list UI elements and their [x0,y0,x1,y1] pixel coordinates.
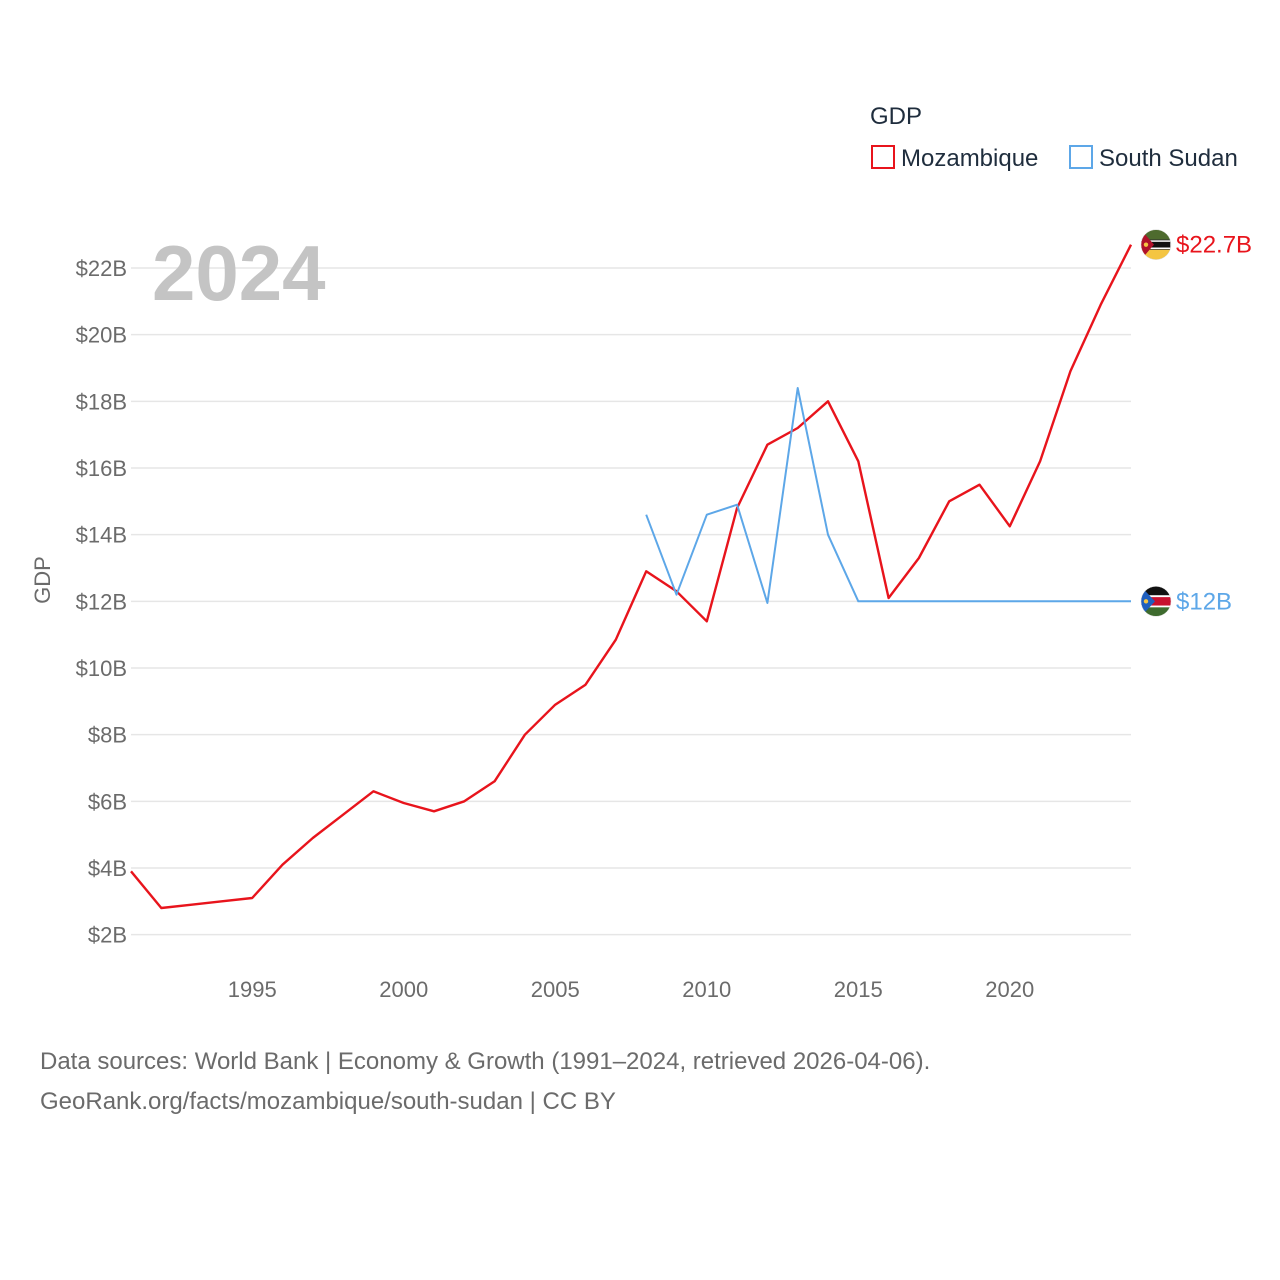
data-point-south-sudan[interactable] [734,502,740,508]
data-point-mozambique[interactable] [552,702,558,708]
y-tick-label: $14B [76,523,127,548]
legend-swatch-south-sudan [1069,145,1093,169]
data-point-mozambique[interactable] [855,458,861,464]
y-tick-label: $8B [88,723,127,748]
data-point-mozambique[interactable] [1098,302,1104,308]
legend-swatch-mozambique [871,145,895,169]
x-tick-label: 2015 [834,977,883,1002]
data-point-south-sudan[interactable] [1098,598,1104,604]
data-point-south-sudan[interactable] [1067,598,1073,604]
y-axis-label: GDP [30,556,55,604]
legend-label-south-sudan: South Sudan [1099,145,1238,172]
data-point-south-sudan[interactable] [916,598,922,604]
data-point-mozambique[interactable] [1007,523,1013,529]
end-value-label-south-sudan: $12B [1176,588,1232,615]
legend-title: GDP [870,103,922,130]
y-tick-label: $4B [88,856,127,881]
y-tick-label: $16B [76,456,127,481]
data-point-south-sudan[interactable] [704,512,710,518]
data-point-mozambique[interactable] [158,905,164,911]
series-line-south-sudan[interactable] [645,387,1131,604]
data-source-footer: Data sources: World Bank | Economy & Gro… [40,1042,930,1122]
data-point-mozambique[interactable] [825,398,831,404]
data-point-mozambique[interactable] [189,902,195,908]
data-point-mozambique[interactable] [128,868,134,874]
series-lines [128,242,1134,911]
mozambique-flag-icon [1140,229,1172,260]
x-tick-label: 2010 [682,977,731,1002]
data-point-south-sudan[interactable] [886,598,892,604]
x-tick-label: 2000 [379,977,428,1002]
x-tick-label: 2005 [531,977,580,1002]
data-point-south-sudan[interactable] [1037,598,1043,604]
data-point-mozambique[interactable] [219,898,225,904]
y-tick-label: $20B [76,323,127,348]
data-point-mozambique[interactable] [1128,242,1134,248]
data-point-mozambique[interactable] [1037,458,1043,464]
y-tick-label: $2B [88,923,127,948]
data-point-south-sudan[interactable] [673,592,679,598]
y-axis-ticks: $2B $4B $6B $8B $10B $12B $14B $16B $18B $20B $22B [76,256,127,948]
x-tick-label: 2020 [985,977,1034,1002]
y-tick-label: $6B [88,789,127,814]
data-point-mozambique[interactable] [492,778,498,784]
data-point-mozambique[interactable] [249,895,255,901]
year-label: 2024 [152,229,326,317]
data-point-mozambique[interactable] [613,637,619,643]
data-point-mozambique[interactable] [764,442,770,448]
data-point-mozambique[interactable] [280,862,286,868]
data-point-south-sudan[interactable] [643,512,649,518]
data-point-mozambique[interactable] [583,682,589,688]
gridlines [131,267,1131,936]
data-point-south-sudan[interactable] [855,598,861,604]
x-axis-ticks: 1995 2000 2005 2010 2015 2020 [228,977,1035,1002]
data-point-mozambique[interactable] [431,808,437,814]
data-point-mozambique[interactable] [643,568,649,574]
series-end-labels: $22.7B $12B [1140,229,1252,617]
data-point-mozambique[interactable] [522,732,528,738]
y-tick-label: $22B [76,256,127,281]
data-point-mozambique[interactable] [704,618,710,624]
data-point-mozambique[interactable] [370,788,376,794]
y-tick-label: $10B [76,656,127,681]
y-tick-label: $18B [76,389,127,414]
legend-label-mozambique: Mozambique [901,145,1038,172]
end-value-label-mozambique: $22.7B [1176,232,1252,259]
data-point-south-sudan[interactable] [1007,598,1013,604]
data-point-south-sudan[interactable] [825,532,831,538]
data-point-mozambique[interactable] [916,555,922,561]
data-point-mozambique[interactable] [401,800,407,806]
data-point-south-sudan[interactable] [764,600,770,606]
data-point-mozambique[interactable] [461,798,467,804]
data-point-south-sudan[interactable] [1128,598,1134,604]
data-point-mozambique[interactable] [976,482,982,488]
data-point-mozambique[interactable] [310,835,316,841]
x-tick-label: 1995 [228,977,277,1002]
legend-item-south-sudan[interactable]: South Sudan [1069,145,1238,172]
south-sudan-flag-icon [1140,586,1172,617]
data-point-south-sudan[interactable] [946,598,952,604]
data-point-mozambique[interactable] [946,498,952,504]
footer-sources: Data sources: World Bank | Economy & Gro… [40,1048,931,1075]
data-point-south-sudan[interactable] [976,598,982,604]
footer-link[interactable]: GeoRank.org/facts/mozambique/south-sudan… [40,1088,616,1115]
data-point-south-sudan[interactable] [795,385,801,391]
data-point-mozambique[interactable] [1067,368,1073,374]
legend: GDP Mozambique South Sudan [870,103,1238,172]
y-tick-label: $12B [76,589,127,614]
legend-item-mozambique[interactable]: Mozambique [871,145,1038,172]
data-point-mozambique[interactable] [340,812,346,818]
series-line-mozambique[interactable] [130,244,1133,910]
data-point-mozambique[interactable] [795,425,801,431]
